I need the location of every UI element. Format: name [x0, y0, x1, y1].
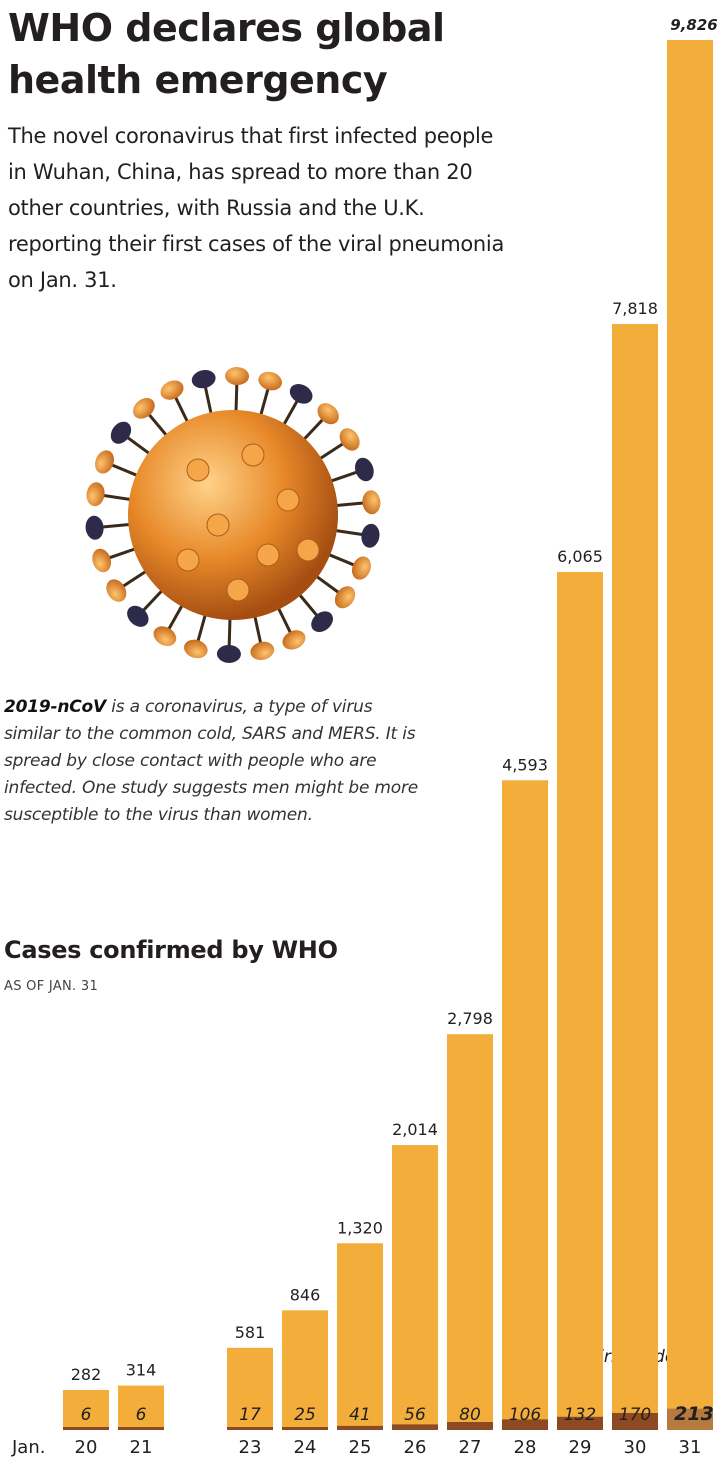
deaths-value-label: 80	[459, 1405, 481, 1425]
deaths-bar	[282, 1427, 328, 1430]
cases-value-label: 6,065	[557, 547, 603, 566]
cases-value-label: 846	[290, 1285, 321, 1304]
x-tick-label: 20	[75, 1437, 98, 1458]
cases-bar	[447, 1034, 493, 1430]
x-tick-label: 28	[514, 1437, 537, 1458]
x-tick-label: 30	[624, 1437, 647, 1458]
deaths-bar	[337, 1425, 383, 1430]
headline: WHO declares global health emergency	[8, 2, 448, 106]
cases-bar	[227, 1347, 273, 1430]
cases-value-label: 1,320	[337, 1218, 383, 1237]
deaths-bar	[63, 1427, 109, 1430]
x-tick-label: 24	[294, 1437, 317, 1458]
headline-line-2: health emergency	[8, 58, 388, 102]
cases-value-label: 2,014	[392, 1120, 438, 1139]
deaths-bar	[502, 1419, 548, 1430]
intro-paragraph: The novel coronavirus that first infecte…	[8, 124, 505, 292]
x-tick-label: 29	[569, 1437, 592, 1458]
cases-bar	[557, 572, 603, 1430]
virus-description: 2019-nCoV is a coronavirus, a type of vi…	[4, 694, 424, 829]
cases-value-label: 581	[235, 1323, 266, 1342]
cases-bar	[282, 1310, 328, 1430]
x-tick-label: 31	[679, 1437, 702, 1458]
virus-name: 2019-nCoV	[4, 697, 106, 717]
deaths-bar	[227, 1427, 273, 1430]
deaths-bar	[667, 1408, 713, 1430]
coronavirus-illustration	[85, 367, 381, 663]
deaths-bar	[447, 1422, 493, 1430]
deaths-value-label: 170	[619, 1405, 651, 1425]
cases-value-label: 7,818	[612, 299, 658, 318]
deaths-value-label: 106	[509, 1405, 542, 1425]
headline-line-1: WHO declares global	[8, 6, 445, 50]
chart-subtitle: AS OF JAN. 31	[4, 979, 99, 994]
cases-bar	[667, 40, 713, 1430]
cases-bar	[502, 780, 548, 1430]
x-tick-label: 25	[349, 1437, 372, 1458]
cases-value-label: 4,593	[502, 755, 548, 774]
deaths-value-label: 41	[349, 1405, 371, 1425]
cases-bar	[392, 1145, 438, 1430]
cases-bar	[612, 324, 658, 1430]
deaths-value-label: 17	[239, 1405, 261, 1425]
x-tick-label: 26	[404, 1437, 427, 1458]
x-tick-label: 23	[239, 1437, 262, 1458]
deaths-value-label: 132	[564, 1405, 596, 1425]
x-tick-label: 21	[130, 1437, 153, 1458]
cases-value-label: 9,826	[670, 16, 717, 34]
chart-title: Cases confirmed by WHO	[4, 936, 338, 964]
cases-bar	[337, 1243, 383, 1430]
deaths-value-label: 213	[674, 1403, 714, 1425]
deaths-value-label: 25	[294, 1405, 316, 1425]
deaths-value-label: 6	[136, 1405, 147, 1425]
cases-value-label: 282	[71, 1365, 102, 1384]
deaths-bar	[118, 1427, 164, 1430]
deaths-value-label: 6	[81, 1405, 92, 1425]
deaths-bar	[612, 1413, 658, 1430]
deaths-bar	[392, 1424, 438, 1430]
deaths-bar	[557, 1416, 603, 1430]
deaths-value-label: 56	[404, 1405, 426, 1425]
cases-bar	[63, 1390, 109, 1430]
x-tick-label: 27	[459, 1437, 482, 1458]
cases-bar	[118, 1385, 164, 1430]
cases-value-label: 314	[126, 1361, 157, 1380]
x-axis-prefix: Jan.	[11, 1437, 45, 1458]
virus-description-text: is a coronavirus, a type of virus simila…	[4, 697, 419, 825]
cases-value-label: 2,798	[447, 1009, 493, 1028]
